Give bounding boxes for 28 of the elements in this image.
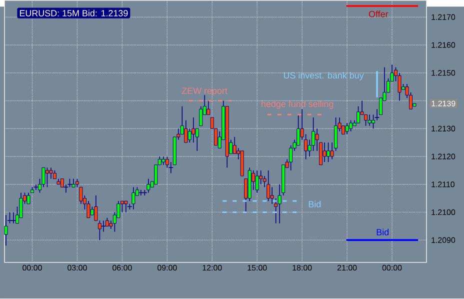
candlestick [322, 142, 326, 163]
candlestick [45, 167, 49, 188]
candlestick [270, 186, 274, 204]
candlestick [124, 200, 128, 213]
ref-line-label: hedge fund selling [262, 100, 334, 110]
candlestick [206, 100, 210, 116]
ref-line-label: ZEW report [182, 88, 228, 96]
ref-line-label: US invest. bank buy [284, 72, 364, 80]
ref-line-label: Bid [376, 228, 389, 236]
ref-line-label: Offer [368, 10, 388, 18]
candlestick [345, 122, 349, 135]
candlestick [184, 120, 188, 144]
candlestick [372, 114, 376, 130]
ref-line-label: Bid [308, 200, 321, 208]
candlestick [326, 142, 330, 163]
candlestick [146, 178, 150, 194]
candlestick [4, 214, 8, 246]
candlestick [349, 120, 353, 132]
candlestick [364, 114, 368, 126]
candlestick [368, 114, 372, 126]
candlestick [255, 170, 259, 194]
candlestick [199, 106, 203, 126]
text: EURUSD: 15M Bid: 1.2139 [20, 10, 128, 17]
candlestick [266, 170, 270, 202]
candlestick [49, 167, 53, 180]
candlestick [356, 106, 360, 124]
candlestick [132, 186, 136, 210]
candlestick [192, 117, 196, 144]
